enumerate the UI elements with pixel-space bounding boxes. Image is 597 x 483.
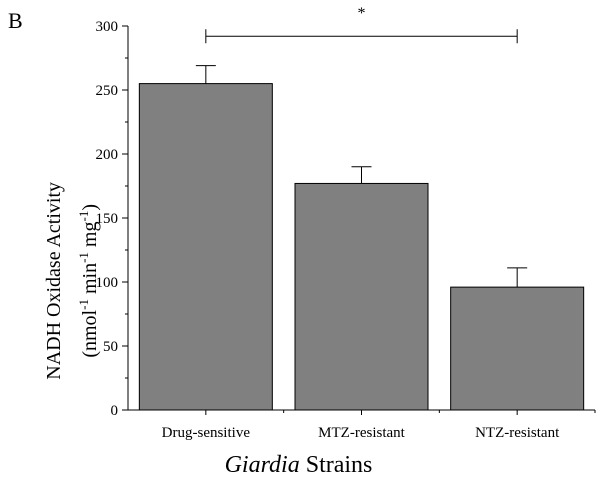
bar	[450, 286, 585, 411]
y-tick-label: 200	[96, 147, 119, 163]
y-tick-label: 50	[103, 339, 118, 355]
bar	[294, 182, 429, 411]
y-tick-labels: 0 50 100 150 200 250 300	[96, 19, 119, 419]
x-tick-label: NTZ-resistant	[475, 425, 560, 441]
y-tick-label: 100	[96, 275, 119, 291]
error-bars	[195, 65, 528, 288]
x-axis-title: Giardia Strains	[224, 452, 373, 478]
panel-label: B	[8, 8, 23, 33]
y-tick-label: 150	[96, 211, 119, 227]
x-tick-label: MTZ-resistant	[318, 425, 405, 441]
y-tick-label: 0	[111, 403, 119, 419]
significance-mark: *	[358, 5, 366, 22]
y-axis-units: (nmol-1 min-1 mg-1)	[76, 204, 101, 358]
y-tick-label: 300	[96, 19, 119, 35]
y-tick-label: 250	[96, 83, 119, 99]
bar	[138, 83, 273, 411]
bars	[138, 83, 585, 411]
y-axis-title-line1: NADH Oxidase Activity	[43, 181, 66, 380]
y-axis-title: NADH Oxidase Activity (nmol-1 min-1 mg-1…	[39, 101, 105, 461]
x-tick-labels: Drug-sensitive MTZ-resistant NTZ-resistant	[162, 425, 560, 441]
x-tick-label: Drug-sensitive	[162, 425, 251, 441]
significance-bracket	[205, 29, 518, 44]
